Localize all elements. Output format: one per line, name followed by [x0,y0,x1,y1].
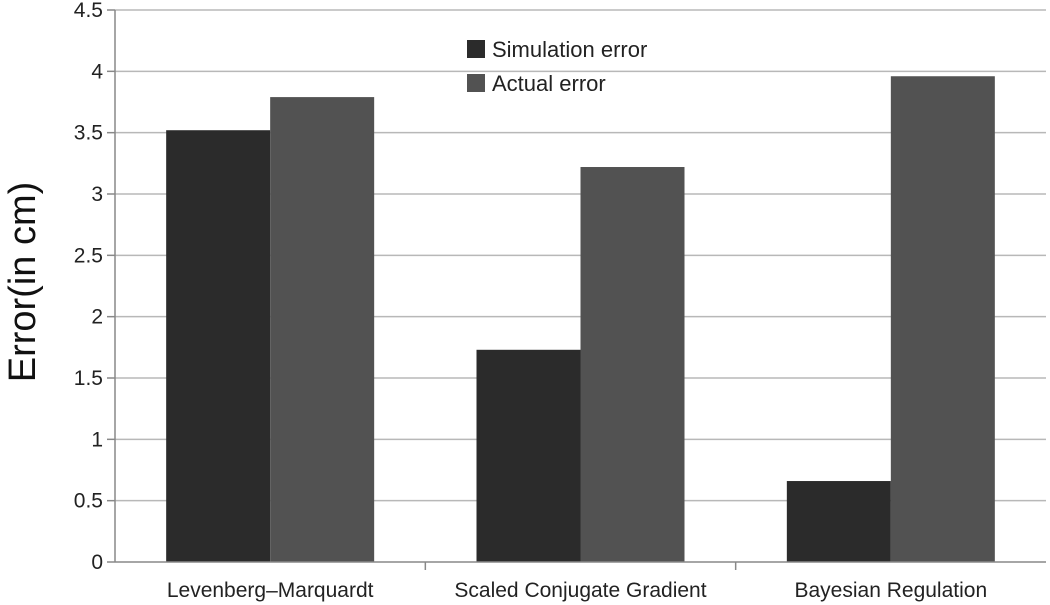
y-tick-label: 0 [91,551,103,574]
y-tick-label: 0.5 [74,490,103,513]
y-tick-label: 3.5 [74,122,103,145]
category-label: Levenberg–Marquardt [167,579,374,602]
legend-swatch-actual-error [467,74,485,92]
y-tick-labels: 0 0.5 1 1.5 2 2.5 3 3.5 4 4.5 [74,0,104,574]
y-tick-label: 2 [91,306,103,329]
axes [107,9,1046,570]
legend: Simulation error Actual error [467,37,647,96]
y-tick-label: 2.5 [74,244,103,267]
bars [166,76,995,563]
legend-swatch-simulation-error [467,40,485,58]
y-axis-label: Error(in cm) [2,182,44,383]
bar-actual-error [270,97,375,563]
bar-simulation-error [476,349,581,562]
bar-simulation-error [166,130,271,563]
category-label: Scaled Conjugate Gradient [454,579,706,602]
bar-actual-error [580,167,685,562]
legend-label-simulation-error: Simulation error [492,37,647,62]
y-tick-label: 4.5 [74,0,103,22]
y-tick-label: 1 [91,428,103,451]
bar-simulation-error [786,481,891,562]
category-labels: Levenberg–Marquardt Scaled Conjugate Grad… [167,579,987,602]
y-tick-label: 1.5 [74,367,103,390]
bar-actual-error [890,76,995,563]
y-tick-label: 4 [91,60,103,83]
category-label: Bayesian Regulation [795,579,988,602]
legend-label-actual-error: Actual error [492,71,606,96]
y-tick-label: 3 [91,183,103,206]
